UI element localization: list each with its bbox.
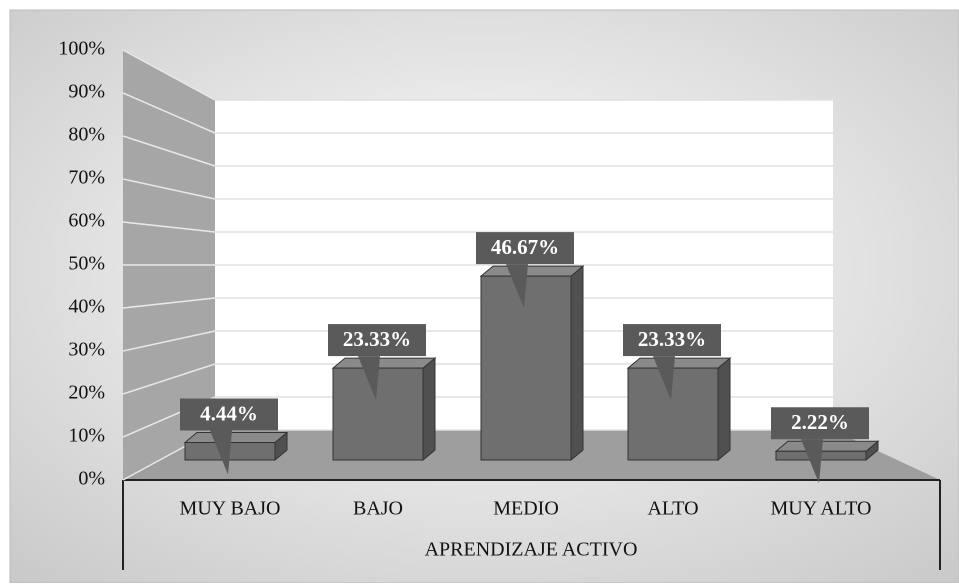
label-pointer bbox=[506, 264, 528, 309]
x-tick-label: MUY ALTO bbox=[771, 498, 872, 520]
data-label: 23.33% bbox=[343, 327, 411, 351]
label-pointer bbox=[801, 439, 823, 484]
x-tick-label: MUY BAJO bbox=[180, 498, 281, 520]
bar-side bbox=[570, 265, 584, 462]
x-tick-label: MEDIO bbox=[493, 498, 559, 520]
x-axis-title: APRENDIZAJE ACTIVO bbox=[425, 539, 638, 561]
bar-top bbox=[774, 440, 880, 452]
x-tick-label: ALTO bbox=[647, 498, 698, 520]
label-pointer bbox=[358, 356, 380, 401]
bar bbox=[332, 367, 424, 461]
bar-top bbox=[331, 357, 437, 369]
bar-top bbox=[479, 265, 585, 277]
label-box bbox=[180, 398, 278, 431]
y-tick-label: 20% bbox=[68, 382, 105, 404]
data-label: 23.33% bbox=[638, 327, 706, 351]
label-box bbox=[328, 324, 426, 357]
label-box bbox=[476, 232, 574, 265]
grid-line bbox=[122, 221, 216, 233]
y-tick-label: 10% bbox=[68, 425, 105, 447]
y-tick-label: 40% bbox=[68, 296, 105, 318]
bar bbox=[480, 275, 572, 461]
y-tick-label: 50% bbox=[68, 253, 105, 275]
grid-line bbox=[122, 49, 216, 101]
grid-line bbox=[122, 135, 216, 167]
y-tick-label: 30% bbox=[68, 339, 105, 361]
y-tick-label: 60% bbox=[68, 210, 105, 232]
grid-line bbox=[122, 363, 216, 395]
label-pointer bbox=[653, 356, 675, 401]
label-box bbox=[623, 324, 721, 357]
bar-top bbox=[626, 357, 732, 369]
y-tick-label: 0% bbox=[78, 468, 105, 490]
data-label: 2.22% bbox=[791, 410, 849, 434]
y-tick-label: 90% bbox=[68, 81, 105, 103]
grid-line bbox=[122, 330, 216, 352]
grid-line bbox=[122, 297, 216, 309]
bar bbox=[627, 367, 719, 461]
data-label: 46.67% bbox=[491, 235, 559, 259]
grid-line bbox=[122, 178, 216, 200]
bar-side bbox=[717, 357, 731, 462]
data-label: 4.44% bbox=[200, 401, 258, 425]
label-pointer bbox=[210, 430, 232, 475]
x-tick-label: BAJO bbox=[353, 498, 403, 520]
bar-side bbox=[422, 357, 436, 462]
label-box bbox=[771, 407, 869, 440]
y-tick-label: 70% bbox=[68, 167, 105, 189]
grid-line bbox=[122, 92, 216, 134]
y-tick-label: 80% bbox=[68, 124, 105, 146]
y-tick-label: 100% bbox=[58, 38, 105, 60]
bar-top bbox=[183, 432, 289, 444]
